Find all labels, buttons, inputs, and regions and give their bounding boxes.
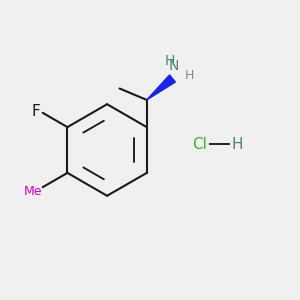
Text: H: H: [184, 68, 194, 82]
Text: F: F: [32, 104, 41, 119]
Text: N: N: [168, 59, 178, 73]
Text: Me: Me: [23, 185, 42, 198]
Text: Cl: Cl: [192, 137, 207, 152]
Polygon shape: [147, 75, 175, 100]
Text: H: H: [165, 54, 175, 68]
Text: H: H: [232, 137, 243, 152]
